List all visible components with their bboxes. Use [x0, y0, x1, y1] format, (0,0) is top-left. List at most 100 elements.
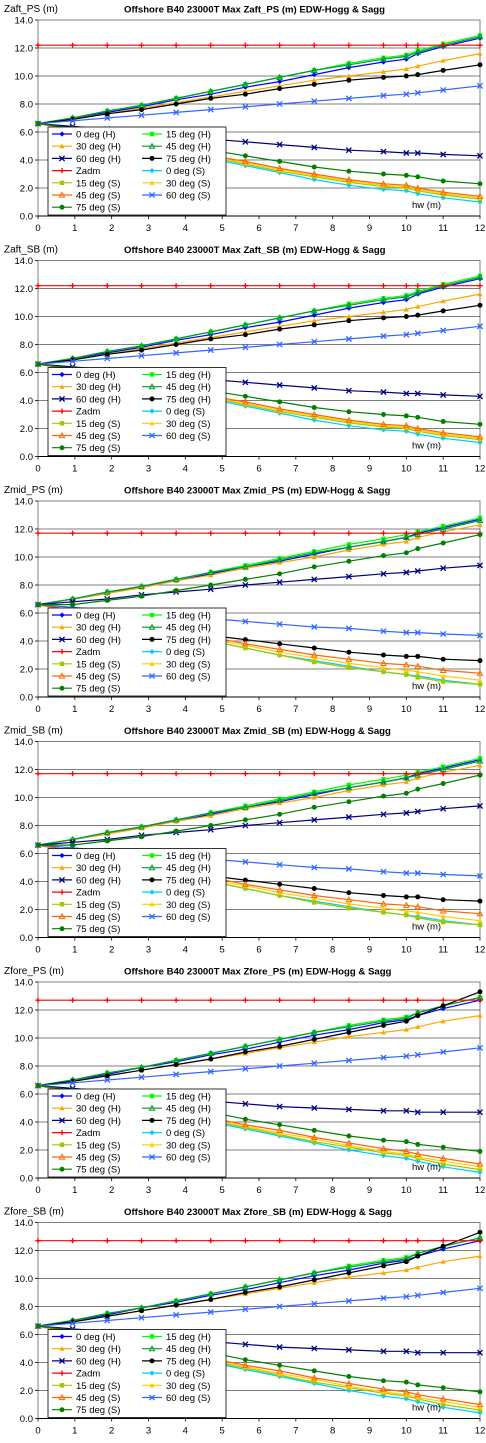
data-point — [208, 530, 214, 536]
data-point — [311, 816, 318, 823]
data-point — [311, 164, 317, 170]
x-tick-label: 0 — [35, 704, 40, 715]
data-point — [440, 308, 446, 314]
data-point — [403, 306, 409, 312]
x-tick-label: 5 — [220, 1426, 225, 1437]
x-tick-label: 4 — [183, 464, 188, 475]
y-tick-label: 8.0 — [20, 1302, 33, 1313]
data-point — [403, 771, 409, 777]
data-point — [346, 423, 352, 429]
x-tick-label: 3 — [146, 1185, 151, 1196]
data-point — [277, 641, 283, 647]
legend-label: 45 deg (H) — [166, 1104, 211, 1115]
data-point — [345, 1057, 352, 1064]
data-point — [104, 111, 110, 117]
data-point — [311, 283, 317, 289]
data-point — [276, 1344, 283, 1351]
data-point — [310, 549, 318, 556]
data-point — [242, 344, 249, 351]
legend-marker — [149, 877, 155, 883]
legend-label: 60 deg (S) — [166, 431, 210, 442]
data-point — [277, 997, 283, 1003]
legend-marker — [148, 672, 156, 680]
data-point — [241, 157, 249, 164]
data-point — [277, 1362, 283, 1368]
data-point — [346, 660, 352, 666]
data-point — [276, 645, 284, 652]
data-point — [276, 796, 284, 803]
data-point — [477, 682, 483, 687]
legend-label: 60 deg (S) — [166, 672, 210, 683]
data-point — [241, 880, 249, 887]
data-point — [346, 301, 352, 307]
legend-label: 0 deg (H) — [76, 1092, 116, 1103]
data-point — [346, 558, 352, 564]
x-tick-label: 12 — [475, 1426, 486, 1437]
data-point — [380, 1153, 387, 1159]
x-tick-label: 7 — [293, 1185, 298, 1196]
data-point — [403, 779, 409, 785]
legend: 0 deg (H) 15 deg (H) 30 deg (H) 45 deg (H) 6… — [47, 1088, 227, 1178]
data-point — [440, 781, 446, 786]
data-point — [476, 1044, 484, 1051]
data-point — [414, 1051, 421, 1058]
x-tick-label: 9 — [367, 1185, 372, 1196]
data-point — [276, 621, 283, 628]
data-point — [380, 628, 387, 635]
data-point — [139, 1308, 144, 1314]
x-tick-label: 8 — [330, 704, 335, 715]
legend-label: 75 deg (H) — [166, 154, 211, 165]
legend-marker — [148, 1394, 156, 1401]
data-point — [415, 669, 421, 674]
data-point — [346, 1238, 352, 1244]
data-point — [70, 42, 76, 48]
data-point — [277, 1238, 283, 1244]
data-point — [173, 42, 179, 48]
data-point — [476, 393, 484, 400]
data-point — [345, 416, 353, 423]
data-point — [477, 677, 483, 683]
data-point — [477, 1407, 483, 1413]
data-point — [380, 900, 387, 907]
x-tick-label: 8 — [330, 464, 335, 475]
x-tick-label: 3 — [146, 704, 151, 715]
legend-marker — [149, 612, 155, 618]
data-point — [477, 302, 483, 308]
data-point — [311, 318, 317, 323]
series-line — [37, 276, 481, 365]
legend-marker — [59, 902, 65, 907]
data-point — [414, 48, 422, 55]
data-point — [440, 673, 446, 679]
data-point — [414, 330, 421, 337]
data-point — [477, 51, 483, 56]
data-point — [415, 530, 421, 536]
data-point — [380, 1385, 387, 1392]
data-point — [403, 550, 409, 556]
legend-label: 0 deg (S) — [166, 888, 205, 899]
data-point — [311, 623, 318, 631]
data-point — [440, 1349, 447, 1356]
legend-label: 0 deg (S) — [166, 407, 205, 418]
x-tick-label: 4 — [183, 945, 188, 956]
data-point — [440, 1385, 446, 1391]
data-point — [242, 393, 248, 399]
data-point — [277, 556, 282, 561]
legend-label: 60 deg (S) — [166, 912, 210, 923]
data-point — [440, 327, 447, 334]
data-point — [440, 1289, 447, 1296]
data-point — [440, 913, 446, 919]
data-point — [241, 640, 249, 647]
data-point — [345, 95, 352, 102]
data-point — [311, 72, 317, 78]
data-point — [440, 419, 446, 424]
legend-label: 30 deg (S) — [166, 178, 210, 189]
data-point — [381, 412, 386, 417]
data-point — [35, 997, 41, 1003]
y-tick-label: 10.0 — [15, 1274, 34, 1285]
data-point — [207, 106, 214, 113]
x-tick-label: 11 — [438, 945, 448, 956]
x-tick-label: 10 — [401, 223, 412, 234]
legend-marker — [58, 636, 66, 643]
legend-marker — [149, 131, 155, 137]
data-point — [70, 602, 76, 608]
